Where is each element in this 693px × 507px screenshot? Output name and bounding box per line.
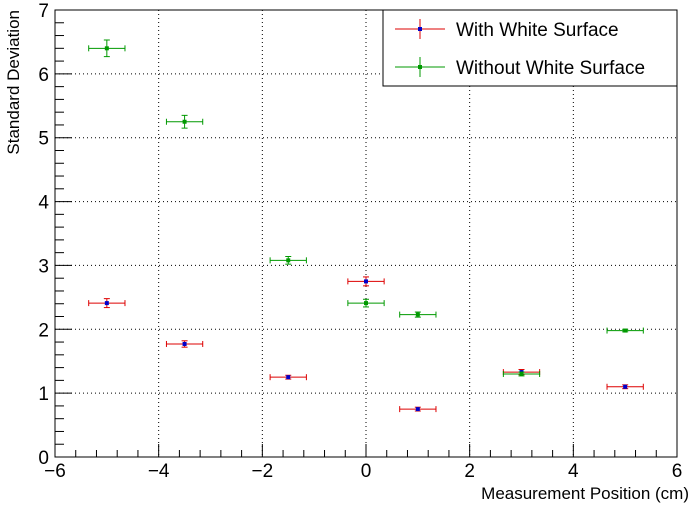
data-point (165, 114, 204, 129)
legend-swatch-marker (418, 27, 422, 31)
x-tick-label: 4 (568, 461, 579, 482)
data-marker (286, 258, 291, 263)
y-tick-label: 1 (38, 384, 49, 405)
y-tick-label: 6 (38, 65, 49, 86)
data-point (606, 327, 644, 334)
y-tick-label: 5 (38, 129, 49, 150)
data-marker (519, 371, 524, 376)
y-tick-label: 0 (38, 448, 49, 469)
series-layer (88, 39, 644, 413)
legend-box (382, 9, 678, 87)
legend-entry-without-white-surface: Without White Surface (395, 57, 645, 79)
y-tick-label: 3 (38, 256, 49, 277)
data-point (165, 340, 204, 348)
data-marker (415, 407, 420, 412)
grid-lines (55, 10, 677, 457)
data-marker (623, 384, 628, 389)
x-tick-label: −6 (44, 461, 66, 482)
x-tick-label: 0 (361, 461, 372, 482)
data-marker (104, 301, 109, 306)
data-point (399, 311, 437, 318)
axis-ticks (54, 9, 678, 458)
x-tick-label: 6 (672, 461, 683, 482)
legend-label: Without White Surface (456, 58, 645, 79)
data-point (399, 406, 437, 413)
data-marker (182, 341, 187, 346)
series-without-white-surface (88, 39, 644, 377)
data-marker (623, 328, 628, 333)
legend: With White Surface Without White Surface (382, 9, 678, 87)
data-point (347, 276, 385, 287)
data-marker (104, 46, 109, 51)
data-marker (364, 279, 368, 284)
x-tick-labels: −6 −4 −2 0 2 4 6 (44, 461, 682, 482)
y-tick-label: 2 (38, 320, 49, 341)
data-point (606, 383, 644, 390)
data-point (88, 298, 126, 309)
y-tick-labels: 0 1 2 3 4 5 6 7 (38, 1, 49, 469)
legend-label: With White Surface (456, 20, 619, 41)
x-tick-label: −4 (148, 461, 170, 482)
x-tick-label: 2 (464, 461, 475, 482)
data-point (269, 255, 307, 265)
data-marker (182, 119, 187, 124)
data-marker (364, 301, 368, 306)
y-tick-label: 4 (38, 193, 49, 214)
y-tick-label: 7 (38, 1, 49, 22)
x-tick-label: −2 (251, 461, 273, 482)
data-point (269, 374, 307, 381)
x-axis-title: Measurement Position (cm) (481, 484, 689, 503)
data-point (88, 39, 126, 58)
data-marker (415, 312, 420, 317)
y-axis-title: Standard Deviation (4, 10, 23, 155)
data-point (347, 298, 385, 308)
legend-entry-with-white-surface: With White Surface (395, 19, 619, 41)
legend-swatch-marker (418, 65, 422, 69)
data-point (502, 370, 541, 377)
data-marker (286, 375, 291, 380)
